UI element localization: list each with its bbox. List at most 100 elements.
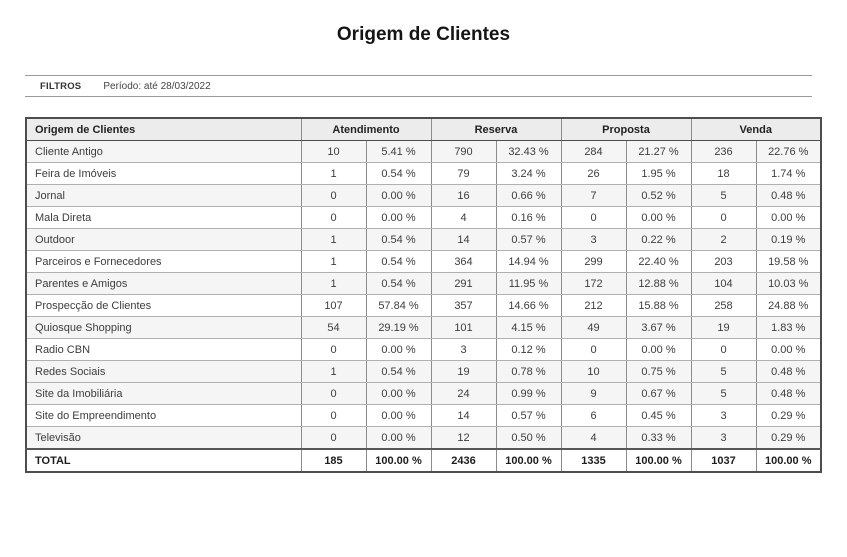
filters-toggle[interactable]: FILTROS [40,80,82,92]
cell-reserva-percent: 0.78 % [495,360,562,383]
page-title: Origem de Clientes [336,24,511,45]
header-row: Origem de Clientes Atendimento Reserva P… [25,117,822,141]
table-row: Televisão 0 0.00 % 12 0.50 % 4 0.33 % 3 … [25,426,822,450]
cell-atendimento-percent: 5.41 % [365,140,432,163]
cell-reserva-count: 14 [430,404,497,427]
cell-venda-count: 5 [690,360,757,383]
cell-venda-percent: 24.88 % [755,294,822,317]
cell-total-proposta-percent: 100.00 % [625,448,692,473]
table-row: Cliente Antigo 10 5.41 % 790 32.43 % 284… [25,140,822,163]
cell-total-reserva-percent: 100.00 % [495,448,562,473]
cell-atendimento-count: 0 [300,184,367,207]
cell-atendimento-count: 0 [300,404,367,427]
cell-origin: Mala Direta [25,206,302,229]
cell-venda-percent: 0.48 % [755,360,822,383]
table-row: Redes Sociais 1 0.54 % 19 0.78 % 10 0.75… [25,360,822,383]
cell-origin: Feira de Imóveis [25,162,302,185]
cell-atendimento-percent: 0.54 % [365,250,432,273]
cell-origin: Radio CBN [25,338,302,361]
cell-proposta-count: 10 [560,360,627,383]
filter-bar: FILTROS Período: até 28/03/2022 [25,75,812,97]
cell-atendimento-percent: 0.00 % [365,338,432,361]
cell-venda-percent: 0.00 % [755,206,822,229]
table-row: Site do Empreendimento 0 0.00 % 14 0.57 … [25,404,822,427]
cell-proposta-percent: 0.75 % [625,360,692,383]
table-row: Quiosque Shopping 54 29.19 % 101 4.15 % … [25,316,822,339]
column-header-origem: Origem de Clientes [25,117,302,141]
cell-reserva-count: 364 [430,250,497,273]
table-row: Prospecção de Clientes 107 57.84 % 357 1… [25,294,822,317]
cell-venda-count: 258 [690,294,757,317]
cell-atendimento-percent: 0.00 % [365,184,432,207]
cell-venda-count: 236 [690,140,757,163]
cell-origin: Parentes e Amigos [25,272,302,295]
cell-venda-percent: 0.48 % [755,382,822,405]
cell-venda-percent: 1.74 % [755,162,822,185]
table-header: Origem de Clientes Atendimento Reserva P… [25,117,822,141]
cell-venda-percent: 10.03 % [755,272,822,295]
column-header-proposta: Proposta [560,117,692,141]
cell-origin: Site do Empreendimento [25,404,302,427]
cell-proposta-count: 6 [560,404,627,427]
column-header-venda: Venda [690,117,822,141]
cell-atendimento-count: 1 [300,360,367,383]
cell-proposta-percent: 22.40 % [625,250,692,273]
cell-reserva-percent: 14.66 % [495,294,562,317]
cell-venda-count: 19 [690,316,757,339]
cell-proposta-count: 172 [560,272,627,295]
cell-atendimento-percent: 0.00 % [365,206,432,229]
cell-reserva-percent: 0.57 % [495,404,562,427]
cell-reserva-percent: 3.24 % [495,162,562,185]
cell-total-proposta-count: 1335 [560,448,627,473]
cell-proposta-count: 3 [560,228,627,251]
cell-venda-count: 18 [690,162,757,185]
cell-proposta-count: 0 [560,206,627,229]
cell-venda-count: 104 [690,272,757,295]
cell-atendimento-count: 54 [300,316,367,339]
cell-total-atendimento-percent: 100.00 % [365,448,432,473]
cell-venda-count: 3 [690,404,757,427]
cell-proposta-percent: 0.33 % [625,426,692,450]
cell-proposta-count: 49 [560,316,627,339]
cell-total-venda-count: 1037 [690,448,757,473]
cell-reserva-count: 19 [430,360,497,383]
report-page: { "page": { "title": "Origem de Clientes… [0,24,847,557]
cell-proposta-count: 299 [560,250,627,273]
cell-venda-percent: 22.76 % [755,140,822,163]
table-row: Radio CBN 0 0.00 % 3 0.12 % 0 0.00 % 0 0… [25,338,822,361]
cell-atendimento-percent: 29.19 % [365,316,432,339]
cell-venda-percent: 0.00 % [755,338,822,361]
cell-origin: Redes Sociais [25,360,302,383]
cell-origin: Jornal [25,184,302,207]
cell-total-venda-percent: 100.00 % [755,448,822,473]
cell-proposta-percent: 0.52 % [625,184,692,207]
table-row: Outdoor 1 0.54 % 14 0.57 % 3 0.22 % 2 0.… [25,228,822,251]
column-header-atendimento: Atendimento [300,117,432,141]
cell-atendimento-count: 0 [300,338,367,361]
cell-venda-count: 0 [690,338,757,361]
cell-proposta-count: 9 [560,382,627,405]
cell-origin: Cliente Antigo [25,140,302,163]
cell-proposta-percent: 21.27 % [625,140,692,163]
cell-atendimento-percent: 57.84 % [365,294,432,317]
cell-origin: Quiosque Shopping [25,316,302,339]
table-body: Cliente Antigo 10 5.41 % 790 32.43 % 284… [25,140,822,473]
cell-atendimento-percent: 0.00 % [365,382,432,405]
cell-origin: Parceiros e Fornecedores [25,250,302,273]
cell-reserva-count: 4 [430,206,497,229]
cell-proposta-percent: 0.67 % [625,382,692,405]
cell-venda-percent: 0.19 % [755,228,822,251]
table-row: Parentes e Amigos 1 0.54 % 291 11.95 % 1… [25,272,822,295]
cell-proposta-count: 4 [560,426,627,450]
cell-proposta-percent: 15.88 % [625,294,692,317]
table-row: Mala Direta 0 0.00 % 4 0.16 % 0 0.00 % 0… [25,206,822,229]
table-row: Parceiros e Fornecedores 1 0.54 % 364 14… [25,250,822,273]
cell-reserva-percent: 14.94 % [495,250,562,273]
cell-atendimento-count: 107 [300,294,367,317]
cell-proposta-percent: 1.95 % [625,162,692,185]
cell-atendimento-count: 1 [300,228,367,251]
cell-proposta-percent: 12.88 % [625,272,692,295]
cell-proposta-count: 212 [560,294,627,317]
cell-reserva-count: 14 [430,228,497,251]
cell-proposta-count: 7 [560,184,627,207]
